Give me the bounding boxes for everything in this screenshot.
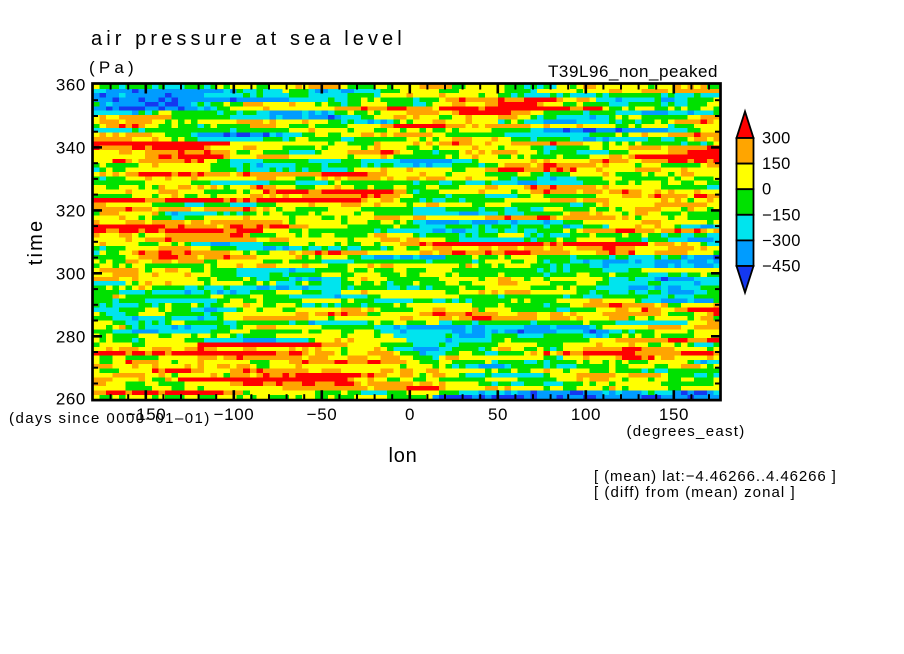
svg-text:100: 100 <box>571 405 601 424</box>
svg-text:[ (diff) from (mean) zonal ]: [ (diff) from (mean) zonal ] <box>594 484 796 501</box>
svg-text:(Pa): (Pa) <box>89 58 138 77</box>
svg-text:340: 340 <box>56 139 86 158</box>
svg-text:−50: −50 <box>307 405 338 424</box>
svg-text:air pressure at sea level: air pressure at sea level <box>91 28 406 50</box>
svg-text:−100: −100 <box>214 405 255 424</box>
svg-text:time: time <box>25 219 47 266</box>
svg-text:−150: −150 <box>762 206 801 224</box>
svg-text:0: 0 <box>405 405 415 424</box>
svg-text:320: 320 <box>56 202 86 221</box>
svg-text:280: 280 <box>56 328 86 347</box>
svg-text:260: 260 <box>56 390 86 409</box>
svg-text:lon: lon <box>388 445 417 467</box>
svg-text:T39L96_non_peaked: T39L96_non_peaked <box>548 62 718 81</box>
svg-text:−150: −150 <box>126 405 167 424</box>
svg-text:(days since 0000–01–01): (days since 0000–01–01) <box>9 410 211 427</box>
svg-text:(degrees_east): (degrees_east) <box>626 423 745 440</box>
svg-text:−300: −300 <box>762 232 801 250</box>
svg-text:360: 360 <box>56 76 86 95</box>
svg-text:[ (mean) lat:−4.46266..4.46266: [ (mean) lat:−4.46266..4.46266 ] <box>594 468 837 485</box>
svg-text:150: 150 <box>659 405 689 424</box>
svg-text:−450: −450 <box>762 258 801 276</box>
svg-text:150: 150 <box>762 155 791 173</box>
svg-text:300: 300 <box>56 265 86 284</box>
svg-text:50: 50 <box>488 405 508 424</box>
svg-text:300: 300 <box>762 130 791 148</box>
svg-text:0: 0 <box>762 181 772 199</box>
